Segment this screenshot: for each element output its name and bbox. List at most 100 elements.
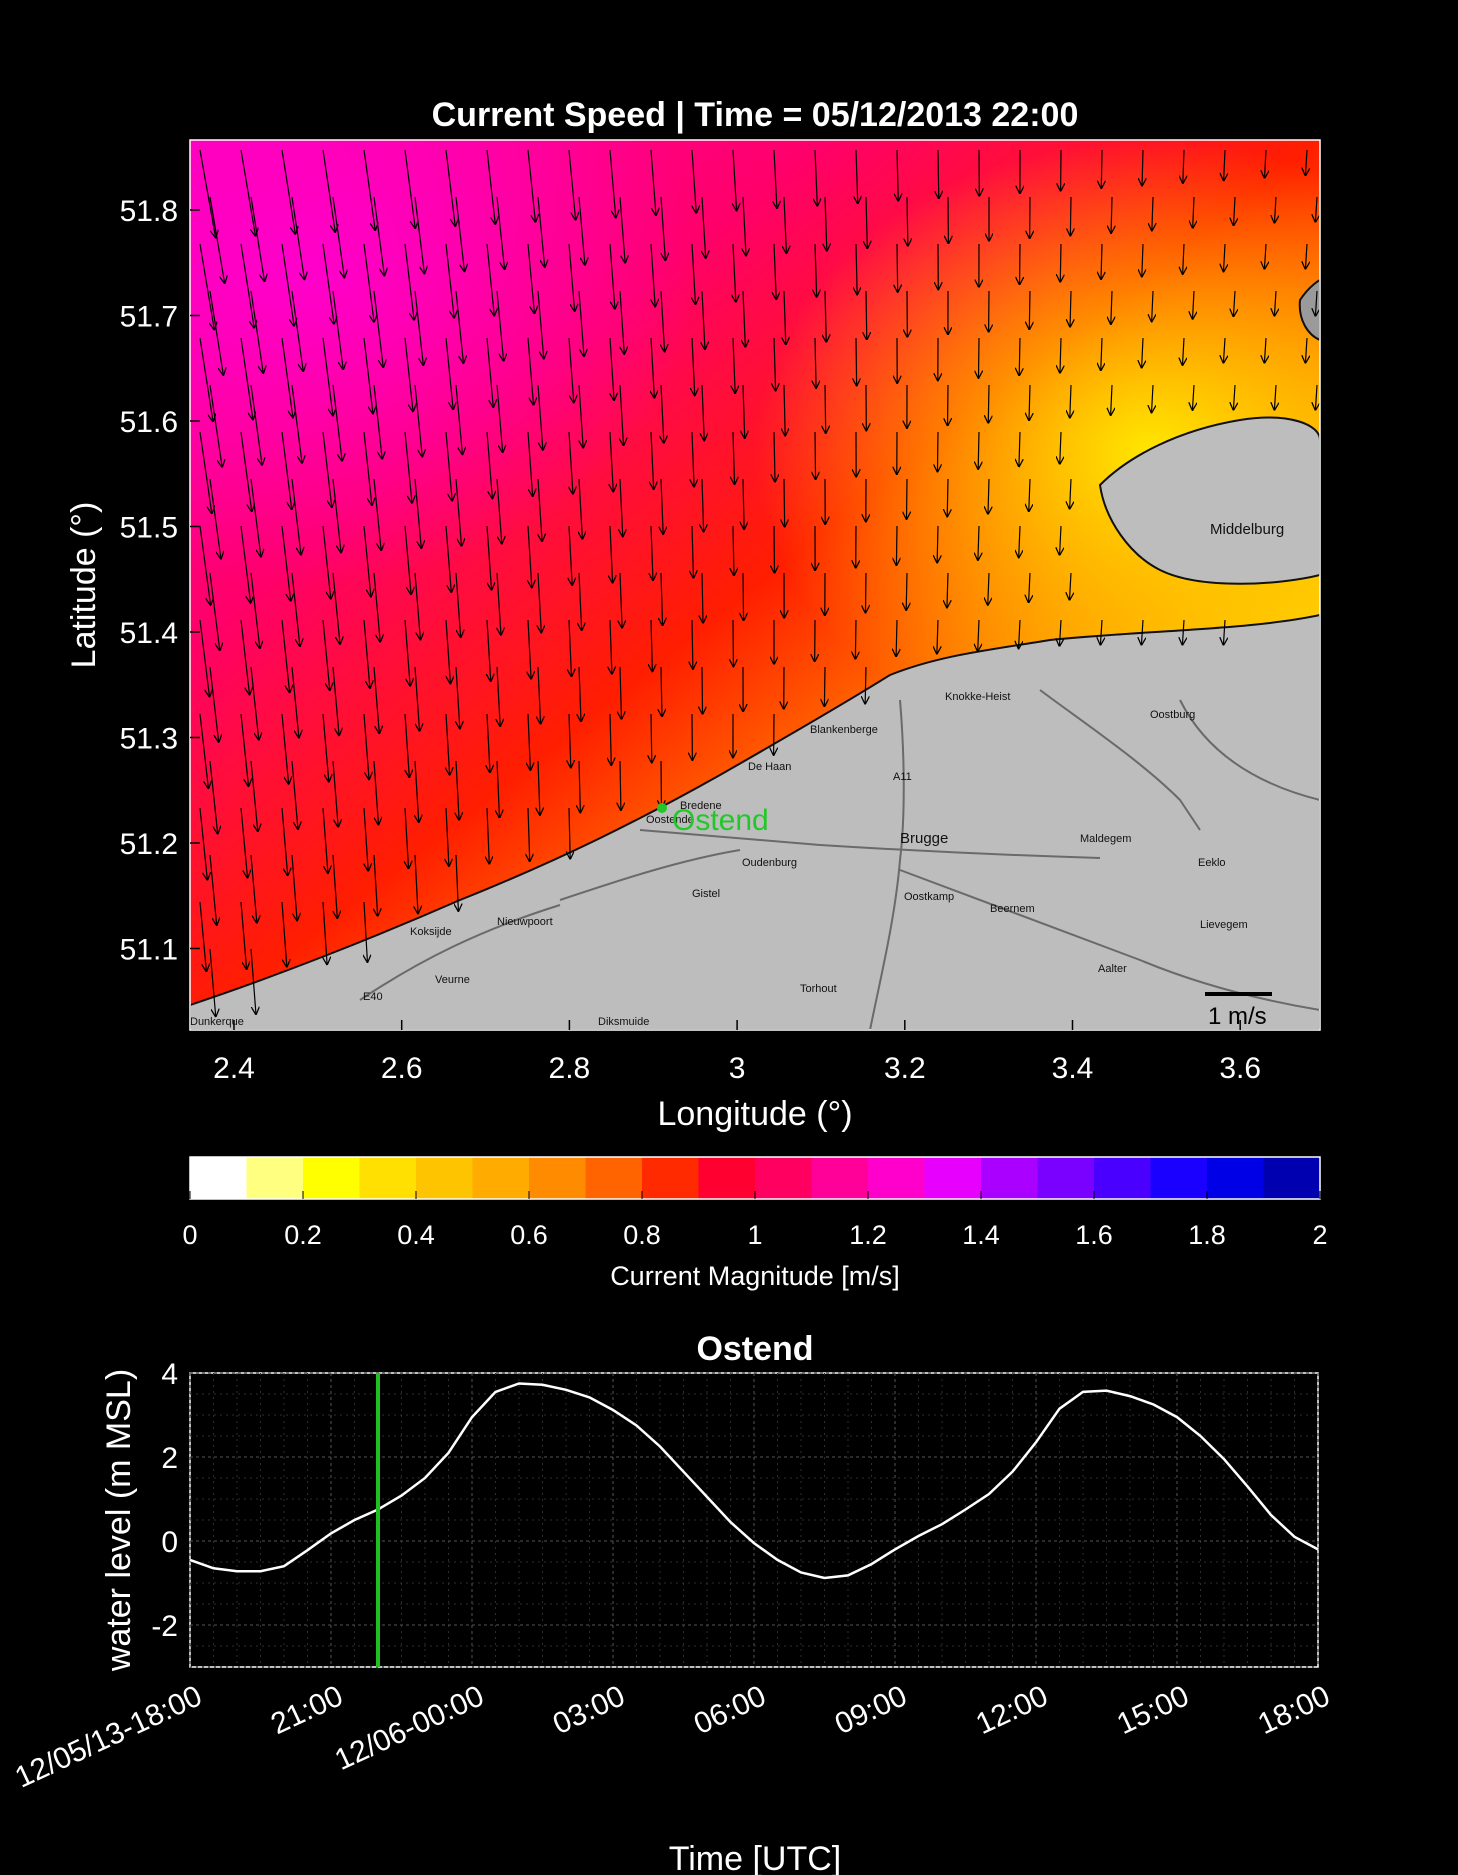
current-arrow	[825, 196, 827, 251]
current-arrow	[322, 525, 331, 599]
map-x-tick-label: 3.4	[1052, 1052, 1094, 1085]
place-label: Lievegem	[1200, 919, 1248, 931]
current-arrow	[528, 807, 530, 861]
current-arrow	[281, 431, 292, 509]
current-arrow	[496, 478, 502, 544]
ts-x-tick-label: 03:00	[548, 1679, 630, 1741]
current-arrow	[815, 337, 816, 388]
current-arrow	[743, 572, 744, 620]
current-arrow	[209, 290, 223, 375]
current-arrow	[620, 760, 621, 810]
current-arrow	[743, 290, 745, 347]
current-arrow	[291, 666, 299, 738]
place-label: Middelburg	[1210, 521, 1284, 538]
current-arrow	[1152, 290, 1153, 322]
current-arrow	[496, 290, 504, 361]
current-arrow	[322, 619, 330, 690]
colorbar-swatch	[1263, 1157, 1321, 1199]
current-arrow	[897, 243, 898, 292]
current-arrow	[978, 431, 979, 469]
current-arrow	[281, 713, 289, 784]
current-arrow	[405, 807, 409, 868]
current-arrow	[1019, 619, 1020, 648]
current-arrow	[332, 666, 339, 735]
map-x-ticks: 2.4 2.6 2.8 3 3.2 3.4 3.6	[213, 1020, 1261, 1085]
current-arrow	[692, 243, 695, 304]
map-y-tick-label: 51.8	[120, 195, 178, 228]
current-arrow	[209, 760, 218, 833]
current-arrow	[332, 384, 342, 461]
current-arrow	[568, 243, 575, 311]
current-arrow	[1182, 337, 1184, 365]
land-north	[1298, 278, 1320, 342]
current-arrow	[199, 149, 216, 237]
current-arrow	[1315, 290, 1317, 316]
current-arrow	[1060, 431, 1061, 464]
current-arrow	[1223, 337, 1225, 363]
place-label: Nieuwpoort	[497, 916, 553, 928]
current-arrow	[281, 619, 290, 692]
current-arrow	[528, 525, 532, 587]
current-arrow	[455, 572, 461, 637]
land-walcheren	[1098, 416, 1320, 585]
current-arrow	[651, 525, 653, 580]
current-arrow	[332, 478, 341, 552]
current-arrow	[281, 525, 291, 601]
current-arrow	[445, 149, 455, 226]
colorbar-tick-label: 0.2	[284, 1220, 322, 1250]
current-arrow	[1192, 384, 1194, 410]
current-arrow	[1224, 243, 1225, 271]
current-arrow	[1264, 243, 1266, 269]
colorbar-swatch	[472, 1157, 530, 1199]
colorbar-swatch	[416, 1157, 473, 1199]
current-arrow	[404, 713, 409, 777]
place-label: De Haan	[748, 761, 791, 773]
current-arrow	[527, 431, 533, 496]
place-label: A11	[893, 771, 912, 783]
current-arrow	[240, 901, 247, 969]
current-arrow	[496, 384, 503, 452]
current-arrow	[363, 807, 368, 871]
current-arrow	[619, 196, 625, 263]
current-arrow	[1183, 243, 1184, 274]
current-arrow	[1060, 243, 1061, 282]
current-arrow	[363, 243, 374, 322]
colorbar-swatch	[868, 1157, 925, 1199]
place-label: Oostkamp	[904, 891, 954, 903]
current-arrow	[1070, 384, 1071, 418]
current-arrow	[445, 431, 452, 501]
colorbar-tick-label: 0.8	[623, 1220, 661, 1250]
current-arrow	[527, 337, 534, 405]
current-arrow	[1141, 619, 1143, 645]
current-arrow	[373, 196, 384, 276]
current-arrow	[486, 149, 495, 224]
ts-x-tick-label: 21:00	[266, 1679, 348, 1741]
current-arrow	[743, 478, 744, 529]
colorbar-tick-label: 0.6	[510, 1220, 548, 1250]
colorbar-tick-label: 1.6	[1075, 1220, 1113, 1250]
current-arrow	[456, 760, 459, 820]
current-arrow	[1101, 337, 1102, 370]
current-arrow	[897, 149, 898, 201]
current-arrow	[937, 431, 938, 472]
current-arrow	[209, 666, 219, 742]
current-arrow	[702, 290, 705, 349]
scale-arrow-label: 1 m/s	[1208, 1003, 1267, 1030]
current-arrow	[733, 149, 737, 211]
place-label: Maldegem	[1080, 833, 1131, 845]
current-arrow	[1183, 149, 1184, 183]
current-arrow	[988, 384, 989, 423]
land-belgium	[190, 613, 1320, 1030]
current-arrow	[784, 384, 785, 436]
current-arrow	[978, 619, 979, 651]
current-arrow	[322, 149, 335, 232]
place-label: Beernem	[990, 903, 1035, 915]
colorbar-swatch	[698, 1157, 756, 1199]
current-arrow	[661, 384, 664, 443]
current-arrow	[1315, 196, 1317, 222]
current-arrow	[1274, 290, 1276, 316]
colorbar-swatch	[924, 1157, 982, 1199]
current-arrow	[496, 196, 505, 269]
current-arrow	[456, 854, 458, 911]
